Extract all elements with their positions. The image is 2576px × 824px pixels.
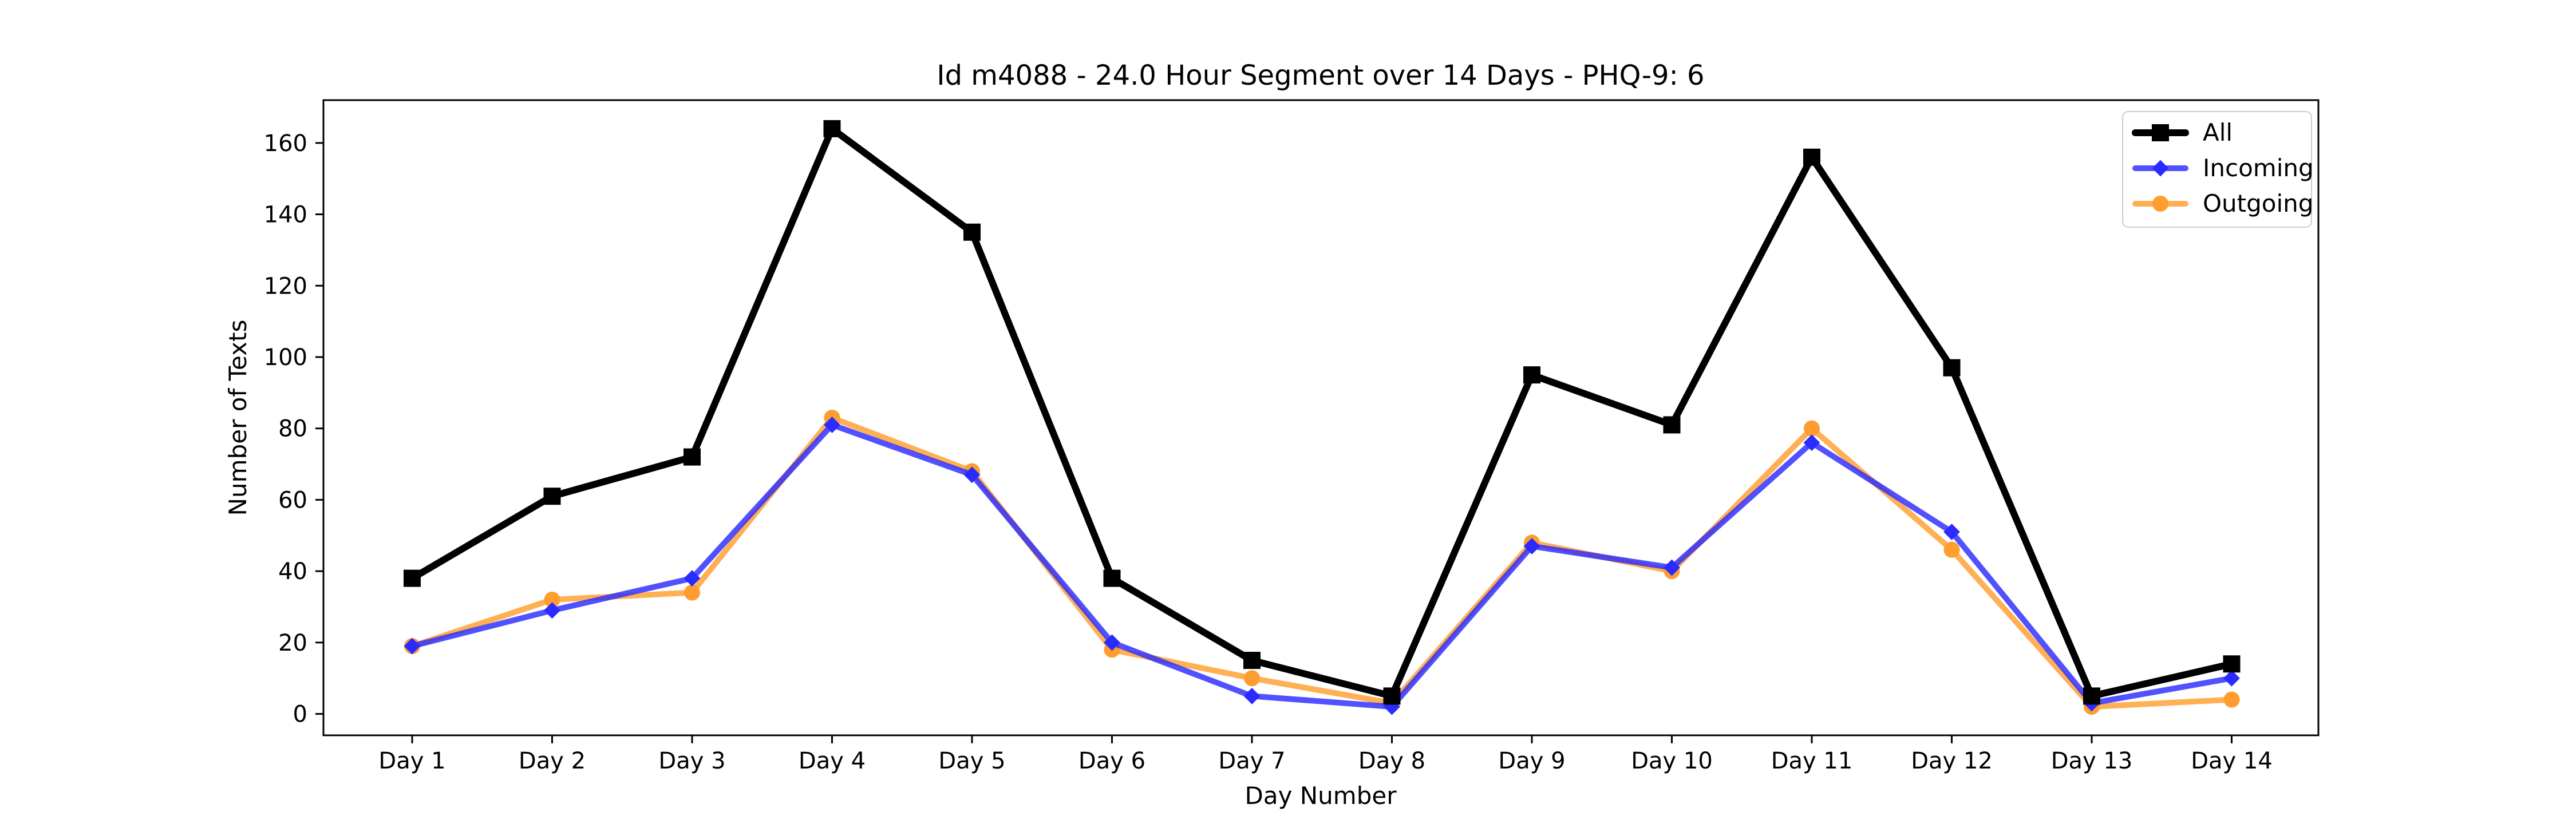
data-point-incoming — [404, 637, 421, 655]
legend-box — [2122, 111, 2312, 228]
data-point-incoming — [963, 466, 981, 484]
y-tick-label: 120 — [264, 273, 307, 299]
x-tick-label: Day 11 — [1771, 748, 1853, 774]
series-line-incoming — [409, 422, 2235, 710]
y-axis-label: Number of Texts — [224, 320, 252, 516]
data-point-all — [1103, 569, 1121, 587]
series-incoming — [404, 417, 2240, 715]
data-point-all — [543, 488, 561, 505]
data-point-all — [1943, 359, 1961, 377]
data-point-incoming — [1243, 687, 1261, 704]
y-tick-label: 40 — [278, 558, 307, 585]
legend-item-outgoing: Outgoing — [2132, 189, 2313, 217]
data-point-all — [2223, 655, 2241, 673]
data-point-outgoing — [1244, 670, 1260, 687]
data-point-incoming — [1803, 434, 1820, 451]
data-point-all — [1803, 148, 1820, 166]
legend-marker — [2152, 160, 2169, 177]
y-tick-label: 140 — [264, 202, 307, 228]
legend-label: Outgoing — [2203, 189, 2313, 217]
legend-label: Incoming — [2203, 154, 2314, 182]
data-point-all — [404, 569, 421, 587]
x-tick-label: Day 10 — [1631, 748, 1713, 774]
data-point-all — [1663, 416, 1681, 434]
x-tick-label: Day 4 — [799, 748, 866, 774]
legend: All Incoming Outgoing — [2122, 111, 2314, 228]
data-point-all — [1523, 366, 1540, 384]
legend-item-incoming: Incoming — [2132, 154, 2314, 182]
x-tick-label: Day 6 — [1078, 748, 1145, 774]
series-outgoing — [404, 410, 2240, 715]
data-point-incoming — [1104, 634, 1120, 651]
legend-marker — [2152, 196, 2168, 212]
legend-label: All — [2203, 118, 2233, 146]
data-point-outgoing — [1804, 420, 1820, 437]
data-point-incoming — [1523, 538, 1540, 554]
y-tick-label: 20 — [278, 630, 307, 656]
legend-marker — [2152, 124, 2169, 141]
data-point-incoming — [824, 417, 840, 433]
data-point-outgoing — [684, 584, 700, 601]
x-axis: Day 1 Day 2 Day 3 Day 4 Day 5 Day 6 Day 7 Day 8… — [378, 735, 2273, 774]
data-point-outgoing — [1943, 541, 1960, 558]
data-point-incoming — [1664, 559, 1680, 576]
x-tick-label: Day 2 — [519, 748, 586, 774]
x-tick-label: Day 5 — [938, 748, 1005, 774]
data-point-all — [2083, 687, 2100, 705]
series-layer — [404, 120, 2241, 715]
data-point-all — [963, 223, 981, 241]
x-tick-label: Day 1 — [378, 748, 445, 774]
data-point-all — [683, 448, 701, 466]
series-line-outgoing — [409, 415, 2235, 710]
x-tick-label: Day 9 — [1498, 748, 1565, 774]
x-tick-label: Day 14 — [2191, 748, 2273, 774]
data-point-all — [823, 120, 841, 137]
y-tick-label: 160 — [264, 130, 307, 157]
x-tick-label: Day 8 — [1358, 748, 1425, 774]
x-tick-label: Day 13 — [2051, 748, 2133, 774]
data-point-incoming — [544, 602, 560, 619]
y-tick-label: 0 — [293, 702, 307, 728]
x-tick-label: Day 3 — [658, 748, 725, 774]
x-tick-label: Day 12 — [1911, 748, 1993, 774]
data-point-all — [1243, 652, 1261, 670]
data-point-incoming — [683, 570, 701, 587]
legend-item-all: All — [2132, 118, 2233, 146]
x-tick-label: Day 7 — [1218, 748, 1285, 774]
y-tick-label: 100 — [264, 344, 307, 371]
data-point-outgoing — [2223, 691, 2240, 708]
chart-title: Id m4088 - 24.0 Hour Segment over 14 Day… — [937, 60, 1704, 92]
x-axis-label: Day Number — [1244, 782, 1397, 810]
series-all — [404, 120, 2241, 705]
series-line-all — [409, 125, 2235, 700]
data-point-all — [1383, 687, 1401, 705]
data-point-incoming — [1943, 524, 1960, 540]
plot-frame — [322, 99, 2320, 736]
y-tick-label: 80 — [278, 416, 307, 442]
data-point-incoming — [2223, 670, 2240, 687]
y-axis: 0 20 40 60 80 100 120 140 160 — [264, 130, 323, 728]
y-tick-label: 60 — [278, 487, 307, 513]
